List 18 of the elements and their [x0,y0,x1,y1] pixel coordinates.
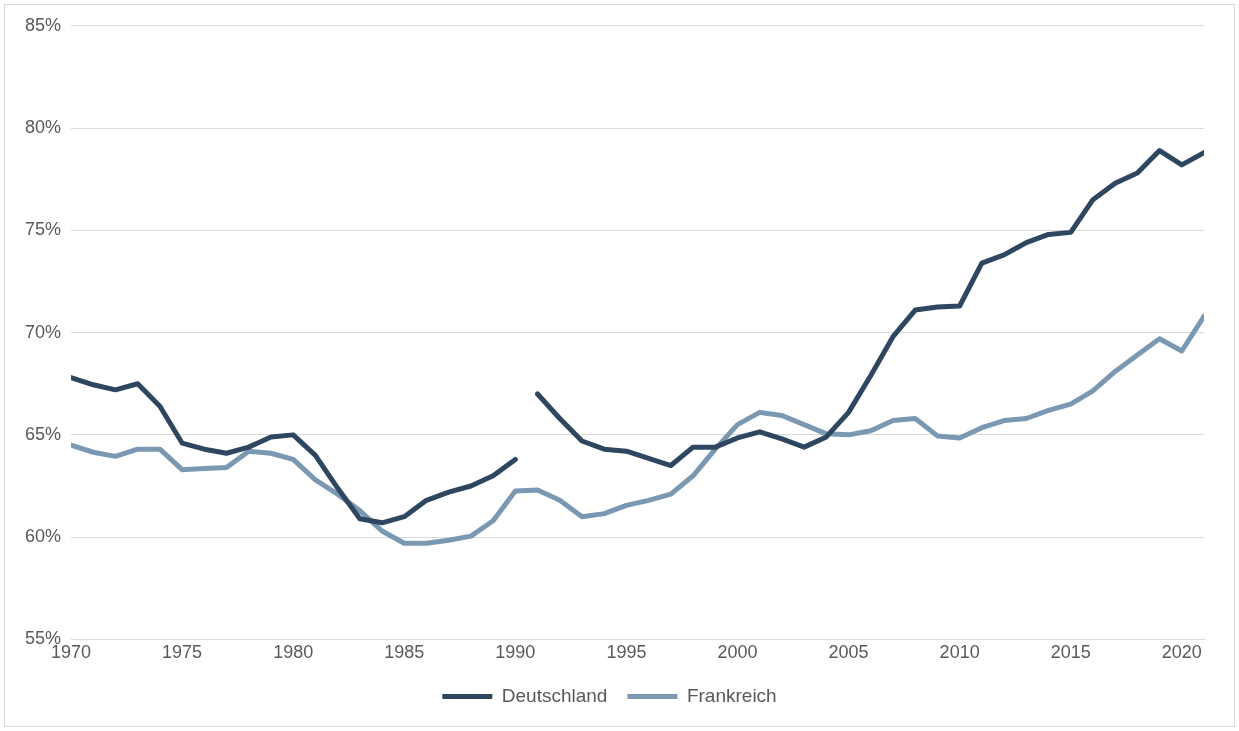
y-tick-label: 80% [25,117,62,138]
x-tick-label: 2005 [828,642,869,663]
y-tick-label: 65% [25,423,62,444]
y-tick-label: 70% [25,321,62,342]
x-tick-label: 1980 [273,642,314,663]
x-tick-label: 2000 [717,642,758,663]
x-tick-label: 1990 [495,642,536,663]
legend-label: Frankreich [686,684,777,706]
x-tick-label: 2020 [1161,642,1202,663]
legend-label: Deutschland [501,684,608,706]
x-tick-label: 1995 [606,642,647,663]
x-tick-label: 2015 [1050,642,1091,663]
y-tick-label: 60% [25,526,62,547]
x-tick-label: 1975 [162,642,203,663]
y-tick-label: 85% [25,14,62,35]
y-tick-label: 75% [25,219,62,240]
x-tick-label: 1985 [384,642,425,663]
x-tick-label: 2010 [939,642,980,663]
